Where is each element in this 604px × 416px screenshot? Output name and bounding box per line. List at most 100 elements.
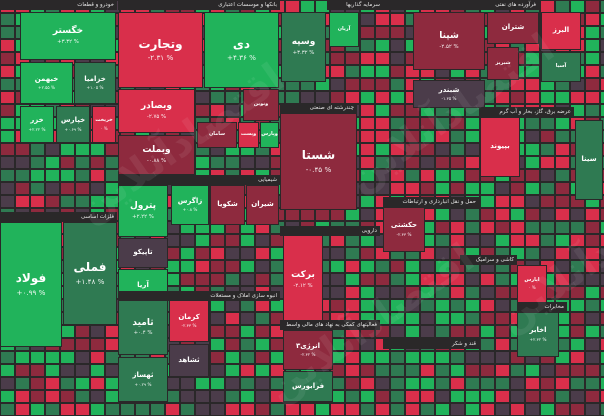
stock-tile-small[interactable] [600, 260, 604, 273]
stock-tile[interactable]: خگستر% ۳.۳۲+ [20, 12, 116, 60]
stock-tile-small[interactable] [600, 338, 604, 351]
stock-tile-small[interactable] [195, 390, 210, 403]
stock-tile-small[interactable] [435, 182, 450, 195]
stock-tile-small[interactable] [570, 221, 585, 234]
stock-tile-small[interactable] [495, 234, 510, 247]
stock-tile-small[interactable] [330, 403, 345, 416]
stock-tile-small[interactable] [570, 299, 585, 312]
stock-tile-small[interactable] [450, 182, 465, 195]
stock-tile-small[interactable] [330, 260, 345, 273]
stock-tile-small[interactable] [360, 208, 375, 221]
stock-tile-small[interactable] [225, 351, 240, 364]
stock-tile-small[interactable] [180, 403, 195, 416]
stock-tile-small[interactable] [330, 52, 345, 65]
stock-tile-small[interactable] [525, 65, 540, 78]
stock-tile-small[interactable] [390, 390, 405, 403]
stock-tile-small[interactable] [225, 273, 240, 286]
stock-tile-small[interactable] [240, 338, 255, 351]
stock-tile-small[interactable] [285, 403, 300, 416]
stock-tile-small[interactable] [255, 351, 270, 364]
stock-tile-small[interactable] [360, 117, 375, 130]
stock-tile-small[interactable] [450, 325, 465, 338]
stock-tile-small[interactable] [330, 364, 345, 377]
stock-tile-small[interactable] [210, 234, 225, 247]
stock-tile-small[interactable] [60, 182, 75, 195]
stock-tile-small[interactable] [15, 143, 30, 156]
stock-tile[interactable]: اخابر% ۲.۳۲+ [517, 312, 559, 357]
stock-tile-small[interactable] [240, 390, 255, 403]
stock-tile-small[interactable] [360, 91, 375, 104]
stock-tile-small[interactable] [465, 286, 480, 299]
stock-tile-small[interactable] [420, 182, 435, 195]
stock-tile-small[interactable] [585, 351, 600, 364]
stock-tile-small[interactable] [75, 325, 90, 338]
stock-tile-small[interactable] [525, 143, 540, 156]
stock-tile-small[interactable] [30, 169, 45, 182]
stock-tile-small[interactable] [465, 312, 480, 325]
stock-tile-small[interactable] [210, 156, 225, 169]
stock-tile-small[interactable] [375, 364, 390, 377]
stock-tile-small[interactable] [510, 221, 525, 234]
stock-tile-small[interactable] [435, 247, 450, 260]
stock-tile-small[interactable] [525, 208, 540, 221]
stock-tile-small[interactable] [405, 182, 420, 195]
stock-tile-small[interactable] [180, 390, 195, 403]
stock-tile[interactable]: شیران [246, 185, 279, 225]
stock-tile-small[interactable] [585, 104, 600, 117]
stock-tile-small[interactable] [45, 195, 60, 208]
stock-tile-small[interactable] [150, 403, 165, 416]
stock-tile-small[interactable] [600, 65, 604, 78]
stock-tile-small[interactable] [0, 52, 15, 65]
stock-tile-small[interactable] [0, 117, 15, 130]
stock-tile-small[interactable] [90, 195, 105, 208]
stock-tile-small[interactable] [225, 338, 240, 351]
stock-tile-small[interactable] [0, 39, 15, 52]
stock-tile-small[interactable] [330, 299, 345, 312]
stock-tile-small[interactable] [180, 247, 195, 260]
stock-tile-small[interactable] [330, 286, 345, 299]
stock-tile-small[interactable] [465, 156, 480, 169]
stock-tile-small[interactable] [0, 156, 15, 169]
stock-tile-small[interactable] [240, 351, 255, 364]
stock-tile-small[interactable] [375, 182, 390, 195]
stock-tile-small[interactable] [420, 403, 435, 416]
stock-tile-small[interactable] [480, 273, 495, 286]
stock-tile-small[interactable] [0, 390, 15, 403]
stock-tile-small[interactable] [435, 130, 450, 143]
stock-tile-small[interactable] [540, 143, 555, 156]
stock-tile-small[interactable] [0, 182, 15, 195]
stock-tile[interactable]: ثهساز% ۰.۲۹+ [118, 357, 168, 402]
stock-tile-small[interactable] [345, 377, 360, 390]
stock-tile-small[interactable] [60, 195, 75, 208]
stock-tile-small[interactable] [420, 390, 435, 403]
stock-tile-small[interactable] [75, 143, 90, 156]
stock-tile-small[interactable] [555, 182, 570, 195]
stock-tile-small[interactable] [435, 273, 450, 286]
stock-tile-small[interactable] [0, 377, 15, 390]
stock-tile-small[interactable] [495, 286, 510, 299]
stock-tile-small[interactable] [495, 273, 510, 286]
stock-tile-small[interactable] [600, 351, 604, 364]
stock-tile-small[interactable] [585, 325, 600, 338]
stock-tile-small[interactable] [600, 104, 604, 117]
stock-tile-small[interactable] [345, 338, 360, 351]
stock-tile-small[interactable] [450, 273, 465, 286]
stock-tile-small[interactable] [345, 65, 360, 78]
stock-tile[interactable]: سامان [197, 122, 237, 148]
stock-tile-small[interactable] [405, 273, 420, 286]
stock-tile-small[interactable] [315, 403, 330, 416]
stock-tile-small[interactable] [0, 91, 15, 104]
stock-tile-small[interactable] [75, 377, 90, 390]
stock-tile-small[interactable] [585, 13, 600, 26]
stock-tile-small[interactable] [375, 169, 390, 182]
stock-tile-small[interactable] [570, 273, 585, 286]
stock-tile-small[interactable] [360, 78, 375, 91]
stock-tile-small[interactable] [375, 78, 390, 91]
stock-tile-small[interactable] [240, 247, 255, 260]
stock-tile-small[interactable] [60, 377, 75, 390]
stock-tile-small[interactable] [600, 13, 604, 26]
stock-tile-small[interactable] [75, 156, 90, 169]
stock-tile-small[interactable] [0, 143, 15, 156]
stock-tile-small[interactable] [540, 169, 555, 182]
stock-tile-small[interactable] [225, 91, 240, 104]
